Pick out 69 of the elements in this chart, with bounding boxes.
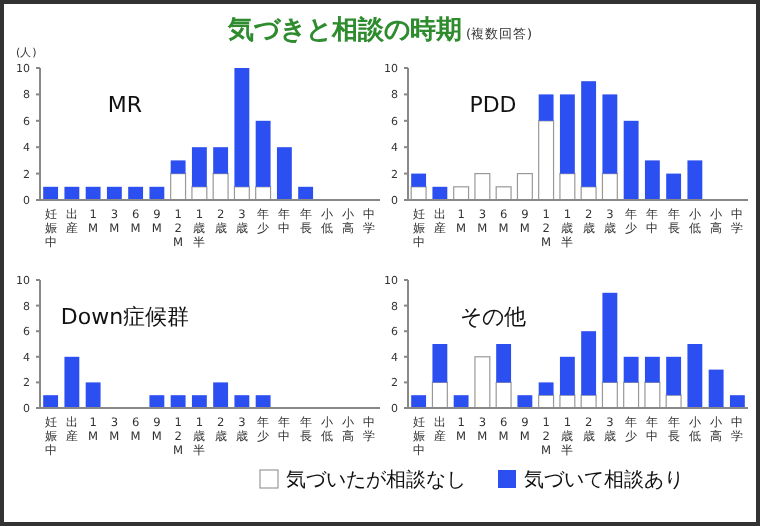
bar: [516, 173, 533, 201]
bar: [170, 160, 186, 174]
bar: [432, 344, 448, 383]
bar: [708, 369, 724, 408]
bar: [538, 382, 554, 396]
bar: [538, 120, 555, 201]
bar: [453, 395, 469, 408]
bar: [431, 381, 448, 409]
bar: [474, 356, 491, 409]
annotation: Down症候群: [60, 304, 190, 330]
bar: [538, 94, 554, 121]
bar: [85, 382, 101, 408]
bar: [255, 120, 271, 187]
bar: [495, 186, 512, 201]
bar: [495, 381, 512, 409]
bar: [559, 356, 575, 396]
bar: [276, 147, 292, 200]
legend-label: 気づいたが相談なし: [286, 468, 466, 492]
bar: [213, 147, 229, 174]
bar: [623, 120, 639, 200]
bar: [64, 356, 80, 408]
bar: [191, 395, 207, 408]
bar: [149, 395, 165, 408]
bar: [581, 81, 597, 187]
bar: [644, 381, 661, 409]
bar: [474, 173, 491, 201]
bar: [43, 186, 59, 200]
bar: [559, 94, 575, 174]
bar: [106, 186, 122, 200]
bar: [432, 186, 448, 200]
bar: [191, 147, 207, 187]
legend-label: 気づいて相談あり: [524, 468, 684, 492]
bar: [85, 186, 101, 200]
bar: [581, 331, 597, 396]
bar: [170, 173, 187, 201]
bar: [644, 160, 660, 200]
bar: [623, 356, 639, 383]
bar: [149, 186, 165, 200]
bar: [170, 395, 186, 408]
bar: [255, 395, 271, 408]
bar: [517, 395, 533, 408]
bar: [687, 344, 703, 408]
text: 気づきと相談の時期: [225, 14, 462, 46]
bar: [298, 186, 314, 200]
bar: [729, 395, 745, 408]
annotation: PDD: [469, 92, 517, 118]
bar: [601, 381, 618, 409]
annotation: その他: [460, 304, 526, 330]
annotation: MR: [107, 92, 143, 118]
bar: [234, 395, 250, 408]
bar: [411, 395, 427, 408]
bar: [64, 186, 80, 200]
bar: [602, 292, 618, 383]
bar: [213, 382, 229, 408]
bar: [234, 68, 250, 187]
bar: [666, 173, 682, 200]
bar: [411, 173, 427, 187]
bar: [601, 173, 618, 201]
bar: [666, 356, 682, 396]
bar: [687, 160, 703, 200]
bar: [602, 94, 618, 174]
bar: [453, 186, 470, 201]
bar: [128, 186, 144, 200]
bar: [496, 344, 512, 383]
bar: [623, 381, 640, 409]
bar: [559, 173, 576, 201]
bar: [43, 395, 59, 408]
bar: [644, 356, 660, 383]
bar: [212, 173, 229, 201]
